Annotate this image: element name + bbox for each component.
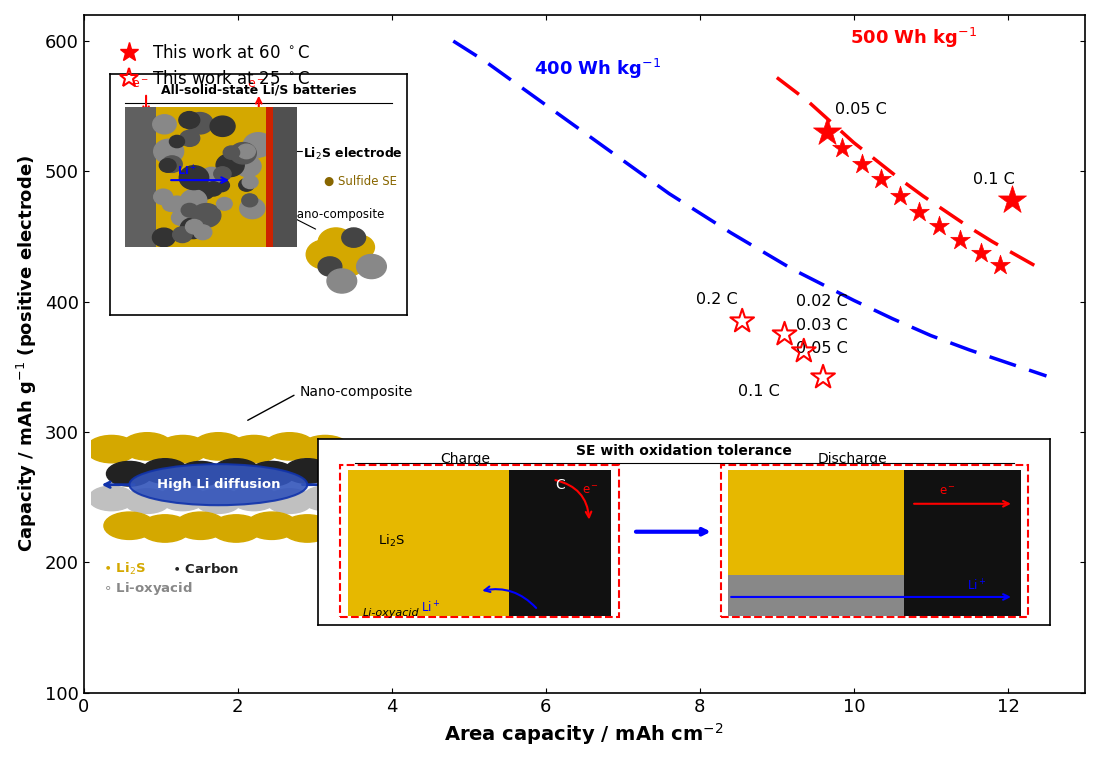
Text: 400 Wh kg$^{-1}$: 400 Wh kg$^{-1}$ (535, 57, 661, 81)
Text: 0.05 C: 0.05 C (796, 341, 848, 356)
Point (972, 248, 990, 260)
Text: 0.1 C: 0.1 C (974, 172, 1015, 187)
Point (911, 206, 928, 218)
Point (814, 371, 832, 383)
Text: 0.03 C: 0.03 C (796, 319, 848, 334)
Point (734, 315, 751, 328)
Text: $\bullet$ Carbon: $\bullet$ Carbon (172, 562, 239, 576)
Text: 500 Wh kg$^{-1}$: 500 Wh kg$^{-1}$ (850, 26, 977, 50)
Y-axis label: Capacity / mAh g$^{-1}$ (positive electrode): Capacity / mAh g$^{-1}$ (positive electr… (15, 155, 40, 552)
Point (852, 158, 870, 170)
Point (1003, 194, 1021, 207)
Point (952, 235, 969, 247)
Text: $\circ$ Li-oxyacid: $\circ$ Li-oxyacid (102, 581, 192, 597)
Text: 0.2 C: 0.2 C (696, 293, 738, 307)
Text: $\bullet$ Li$_2$S: $\bullet$ Li$_2$S (102, 561, 145, 577)
Text: 0.1 C: 0.1 C (738, 383, 780, 399)
Point (776, 328, 793, 341)
Point (991, 259, 1009, 271)
Point (834, 142, 851, 154)
Legend: This work at 60 $^\circ$C, This work at 25 $^\circ$C: This work at 60 $^\circ$C, This work at … (112, 43, 310, 88)
X-axis label: Area capacity / mAh cm$^{-2}$: Area capacity / mAh cm$^{-2}$ (444, 721, 724, 747)
Point (891, 190, 909, 202)
Text: Nano-composite: Nano-composite (248, 386, 412, 421)
Text: 0.05 C: 0.05 C (835, 102, 887, 117)
Point (930, 220, 947, 232)
Point (795, 345, 813, 357)
Point (818, 126, 836, 139)
Text: 0.02 C: 0.02 C (796, 293, 848, 309)
Point (872, 173, 890, 185)
